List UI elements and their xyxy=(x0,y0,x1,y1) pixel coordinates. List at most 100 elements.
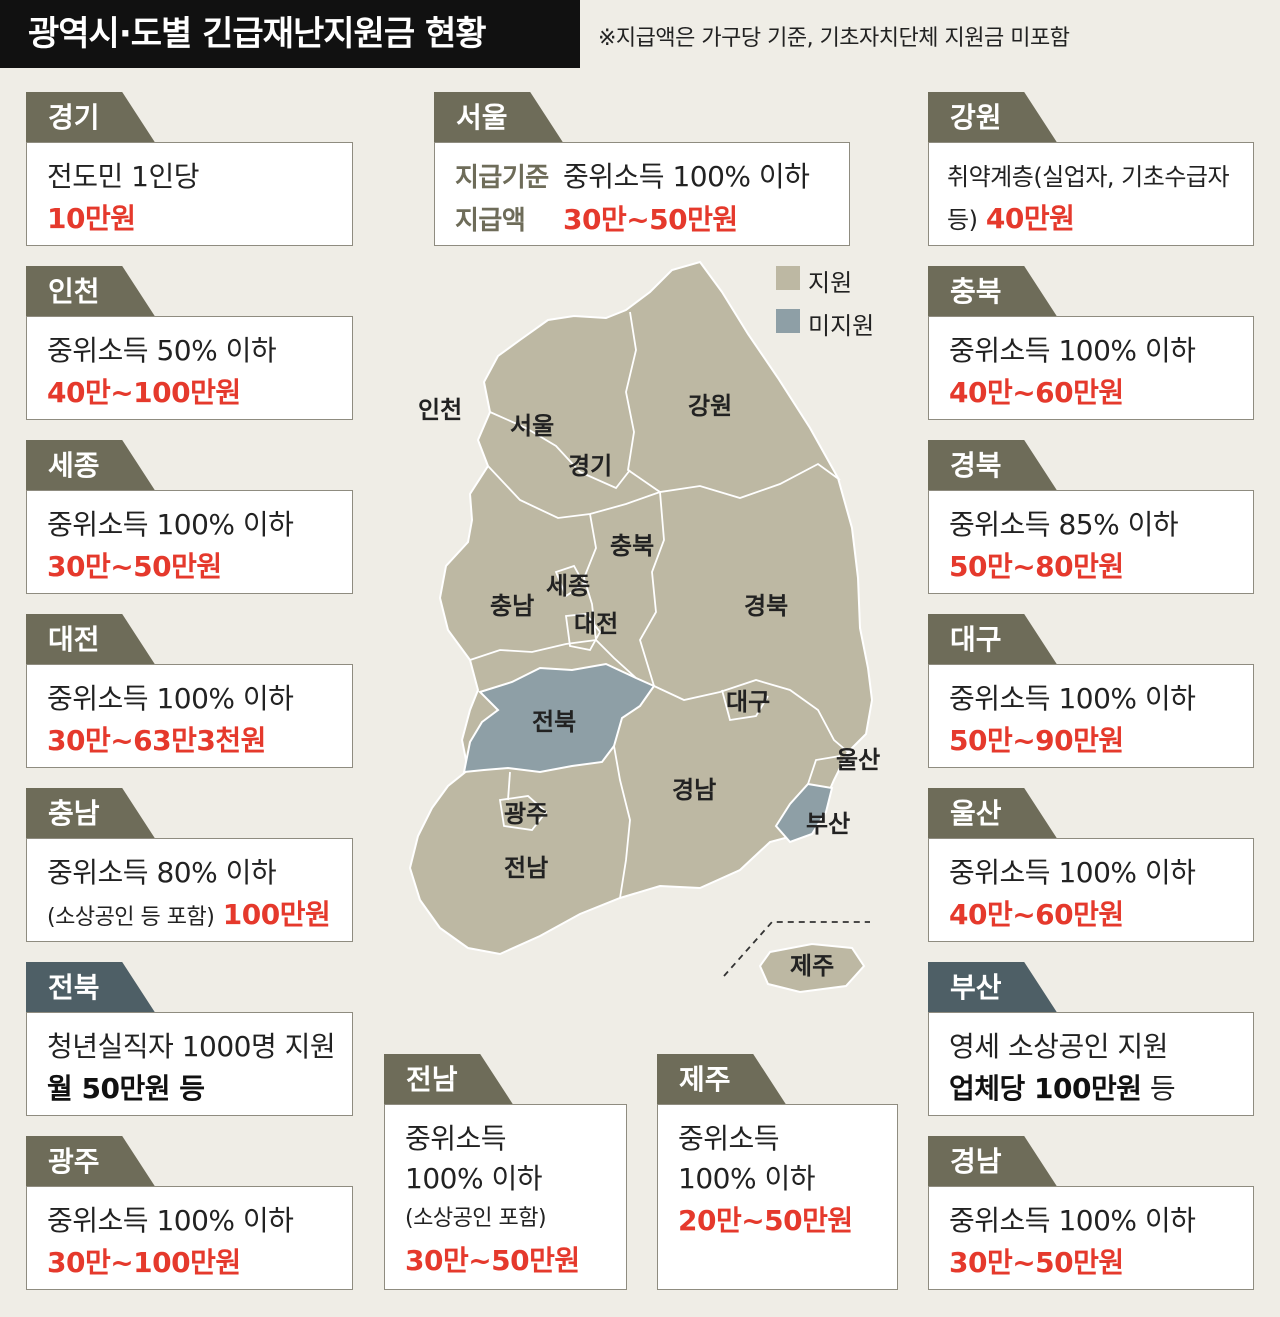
card-body: 청년실직자 1000명 지원 월 50만원 등 xyxy=(26,1012,353,1116)
card-gwangju: 광주 중위소득 100% 이하 30만~100만원 xyxy=(26,1136,353,1290)
amount-text: 40만~60만원 xyxy=(949,898,1124,931)
card-body: 중위소득 100% 이하 (소상공인 포함) 30만~50만원 xyxy=(384,1104,627,1290)
criteria-text: 중위소득 xyxy=(678,1122,780,1155)
criteria-text: 중위소득 100% 이하 xyxy=(949,1204,1196,1237)
criteria-text: 중위소득 100% 이하 xyxy=(47,682,294,715)
map-region-busan xyxy=(774,782,834,844)
amount-text: 40만~100만원 xyxy=(47,376,241,409)
card-body: 전도민 1인당 10만원 xyxy=(26,142,353,246)
card-body: 중위소득 85% 이하 50만~80만원 xyxy=(928,490,1254,594)
amount-text: 30만~50만원 xyxy=(949,1246,1124,1279)
card-gangwon: 강원 취약계층(실업자, 기초수급자 등) 40만원 xyxy=(928,92,1254,246)
criteria-text: 중위소득 85% 이하 xyxy=(949,508,1179,541)
map-label-gyeonggi: 경기 xyxy=(568,452,612,480)
criteria-label: 지급기준 xyxy=(455,163,549,193)
card-busan: 부산 영세 소상공인 지원 업체당 100만원 등 xyxy=(928,962,1254,1116)
card-chungbuk: 충북 중위소득 100% 이하 40만~60만원 xyxy=(928,266,1254,420)
map-label-ulsan: 울산 xyxy=(836,746,880,774)
amount-text: 10만원 xyxy=(47,202,136,235)
card-chungnam: 충남 중위소득 80% 이하 (소상공인 등 포함) 100만원 xyxy=(26,788,353,942)
amount-text: 30만~100만원 xyxy=(47,1246,241,1279)
amount-text: 50만~90만원 xyxy=(949,724,1124,757)
region-tab: 충남 xyxy=(26,788,156,840)
map-label-chungnam: 충남 xyxy=(490,592,534,620)
card-daegu: 대구 중위소득 100% 이하 50만~90만원 xyxy=(928,614,1254,768)
card-jeonbuk: 전북 청년실직자 1000명 지원 월 50만원 등 xyxy=(26,962,353,1116)
map-label-jeonbuk: 전북 xyxy=(532,708,576,736)
card-ulsan: 울산 중위소득 100% 이하 40만~60만원 xyxy=(928,788,1254,942)
card-body: 중위소득 100% 이하 40만~60만원 xyxy=(928,838,1254,942)
map-region-jeju xyxy=(758,942,866,994)
map-label-jeju: 제주 xyxy=(790,952,834,980)
region-tab: 인천 xyxy=(26,266,156,318)
card-body: 중위소득 50% 이하 40만~100만원 xyxy=(26,316,353,420)
criteria-text: 중위소득 100% 이하 xyxy=(949,334,1196,367)
card-body: 중위소득 100% 이하 50만~90만원 xyxy=(928,664,1254,768)
amount-text: 20만~50만원 xyxy=(678,1204,853,1237)
amount-text: 50만~80만원 xyxy=(949,550,1124,583)
amount-label: 지급액 xyxy=(455,206,526,236)
amount-text: 30만~63만3천원 xyxy=(47,724,266,757)
map-label-gyeongnam: 경남 xyxy=(672,776,716,804)
criteria-text: 중위소득 100% 이하 xyxy=(47,508,294,541)
criteria-note: (소상공인 포함) xyxy=(405,1206,547,1231)
amount-text: 업체당 100만원 xyxy=(949,1072,1142,1105)
amount-text: 월 50만원 등 xyxy=(47,1072,205,1105)
map-label-chungbuk: 충북 xyxy=(610,532,654,560)
card-gyeongnam: 경남 중위소득 100% 이하 30만~50만원 xyxy=(928,1136,1254,1290)
card-sejong: 세종 중위소득 100% 이하 30만~50만원 xyxy=(26,440,353,594)
region-tab: 울산 xyxy=(928,788,1058,840)
card-seoul: 서울 지급기준 중위소득 100% 이하 지급액 30만~50만원 xyxy=(434,92,850,246)
criteria-text-2: 100% 이하 xyxy=(678,1162,815,1195)
amount-text: 30만~50만원 xyxy=(47,550,222,583)
card-gyeonggi: 경기 전도민 1인당 10만원 xyxy=(26,92,353,246)
card-incheon: 인천 중위소득 50% 이하 40만~100만원 xyxy=(26,266,353,420)
criteria-text: 중위소득 100% 이하 xyxy=(47,1204,294,1237)
region-tab: 광주 xyxy=(26,1136,156,1188)
amount-text: 40만~60만원 xyxy=(949,376,1124,409)
map-label-daegu: 대구 xyxy=(726,688,770,716)
amount-suffix: 등 xyxy=(1149,1072,1176,1105)
card-jeonnam: 전남 중위소득 100% 이하 (소상공인 포함) 30만~50만원 xyxy=(384,1054,627,1290)
criteria-text: 취약계층(실업자, 기초수급자 xyxy=(947,163,1230,191)
region-tab: 세종 xyxy=(26,440,156,492)
criteria-text: 중위소득 xyxy=(405,1122,507,1155)
map-label-daejeon: 대전 xyxy=(574,610,618,638)
region-tab: 경남 xyxy=(928,1136,1058,1188)
criteria-text: 영세 소상공인 지원 xyxy=(949,1030,1168,1063)
map-labels: 인천 서울 경기 강원 충북 세종 충남 대전 경북 전북 대구 울산 경남 광… xyxy=(418,392,880,980)
criteria-text: 청년실직자 1000명 지원 xyxy=(47,1030,336,1063)
card-body: 중위소득 100% 이하 20만~50만원 xyxy=(657,1104,898,1290)
card-daejeon: 대전 중위소득 100% 이하 30만~63만3천원 xyxy=(26,614,353,768)
page-title: 광역시·도별 긴급재난지원금 현황 xyxy=(0,0,580,68)
card-body: 영세 소상공인 지원 업체당 100만원 등 xyxy=(928,1012,1254,1116)
region-tab: 대구 xyxy=(928,614,1058,666)
region-tab: 전남 xyxy=(384,1054,514,1106)
card-body: 지급기준 중위소득 100% 이하 지급액 30만~50만원 xyxy=(434,142,850,246)
criteria-text: 중위소득 100% 이하 xyxy=(949,856,1196,889)
region-tab: 경기 xyxy=(26,92,156,144)
card-body: 취약계층(실업자, 기초수급자 등) 40만원 xyxy=(928,142,1254,246)
criteria-text: 중위소득 100% 이하 xyxy=(949,682,1196,715)
map-label-seoul: 서울 xyxy=(510,412,554,440)
criteria-text: 중위소득 100% 이하 xyxy=(563,160,810,193)
criteria-note: 등) xyxy=(947,206,978,234)
province-boundaries xyxy=(469,311,849,899)
legend-swatch-supported xyxy=(776,266,800,290)
region-tab: 제주 xyxy=(657,1054,787,1106)
criteria-text-2: 100% 이하 xyxy=(405,1162,542,1195)
card-body: 중위소득 100% 이하 30만~50만원 xyxy=(928,1186,1254,1290)
map-label-gyeongbuk: 경북 xyxy=(744,592,788,620)
legend-swatch-unsupported xyxy=(776,309,800,333)
legend-label-supported: 지원 xyxy=(808,269,853,297)
card-body: 중위소득 100% 이하 30만~50만원 xyxy=(26,490,353,594)
card-body: 중위소득 100% 이하 30만~63만3천원 xyxy=(26,664,353,768)
region-tab: 대전 xyxy=(26,614,156,666)
criteria-text: 전도민 1인당 xyxy=(47,160,200,193)
map-region-jeonbuk xyxy=(462,662,656,774)
card-body: 중위소득 80% 이하 (소상공인 등 포함) 100만원 xyxy=(26,838,353,942)
legend-label-unsupported: 미지원 xyxy=(808,312,875,340)
map-label-busan: 부산 xyxy=(806,810,850,838)
card-body: 중위소득 100% 이하 40만~60만원 xyxy=(928,316,1254,420)
region-tab: 부산 xyxy=(928,962,1058,1014)
